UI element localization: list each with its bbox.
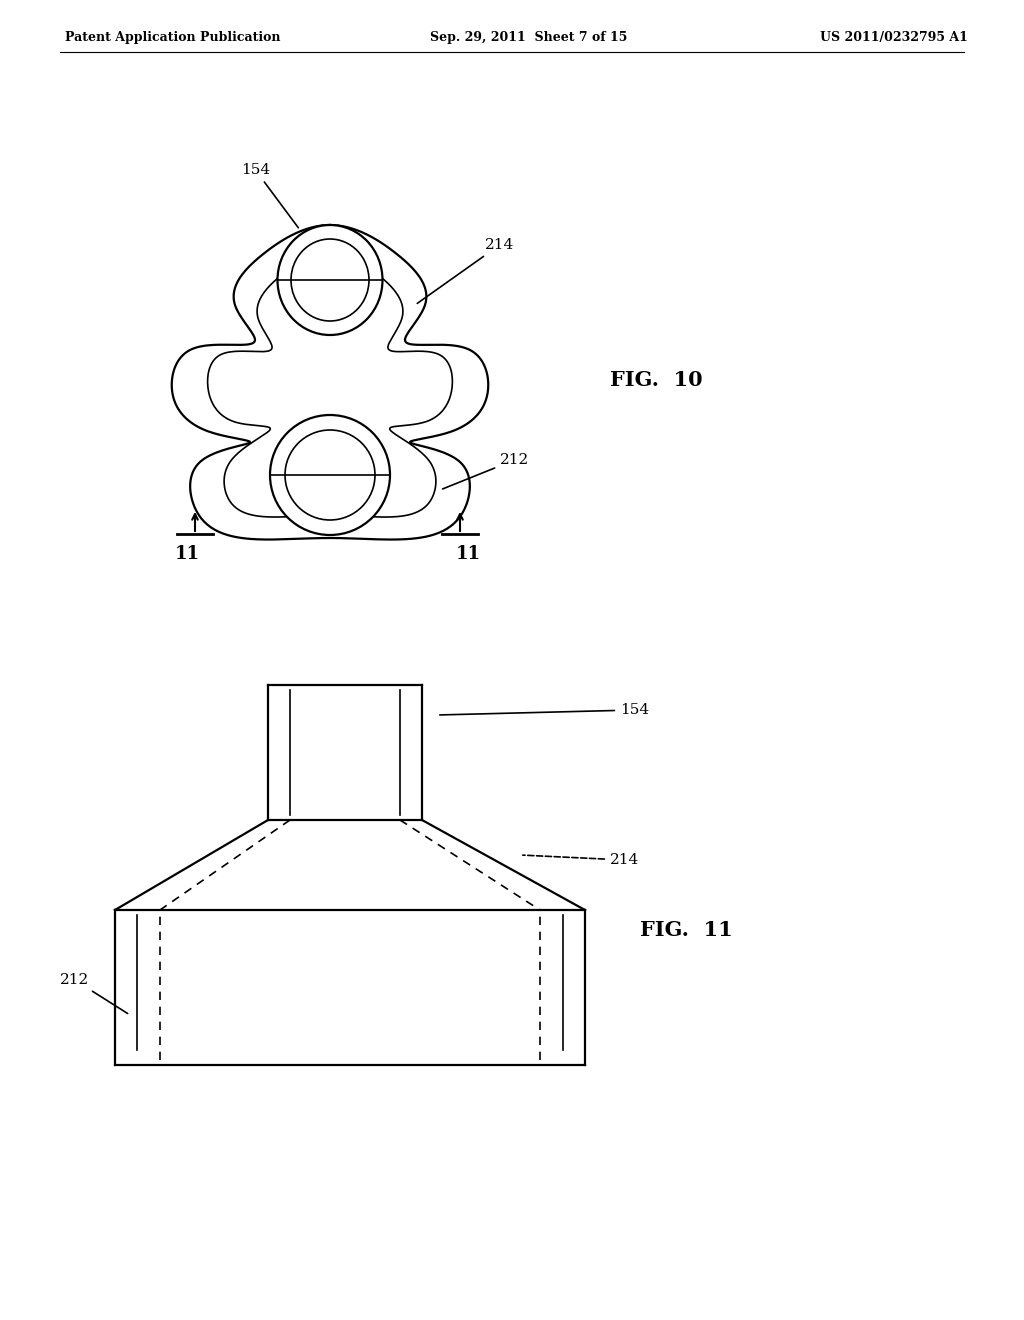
Text: FIG.  10: FIG. 10 (610, 370, 702, 389)
Ellipse shape (285, 430, 375, 520)
Text: 11: 11 (456, 545, 480, 564)
Text: Patent Application Publication: Patent Application Publication (65, 32, 281, 45)
Text: 214: 214 (417, 238, 514, 304)
Text: US 2011/0232795 A1: US 2011/0232795 A1 (820, 32, 968, 45)
Text: 212: 212 (442, 453, 529, 488)
Text: 214: 214 (523, 853, 639, 867)
Text: FIG.  11: FIG. 11 (640, 920, 733, 940)
Polygon shape (172, 224, 488, 540)
Text: 212: 212 (60, 973, 128, 1014)
Ellipse shape (270, 414, 390, 535)
Text: 11: 11 (174, 545, 200, 564)
Ellipse shape (291, 239, 369, 321)
Text: 154: 154 (241, 162, 298, 228)
Ellipse shape (278, 224, 383, 335)
Text: 154: 154 (439, 704, 649, 717)
Text: Sep. 29, 2011  Sheet 7 of 15: Sep. 29, 2011 Sheet 7 of 15 (430, 32, 628, 45)
